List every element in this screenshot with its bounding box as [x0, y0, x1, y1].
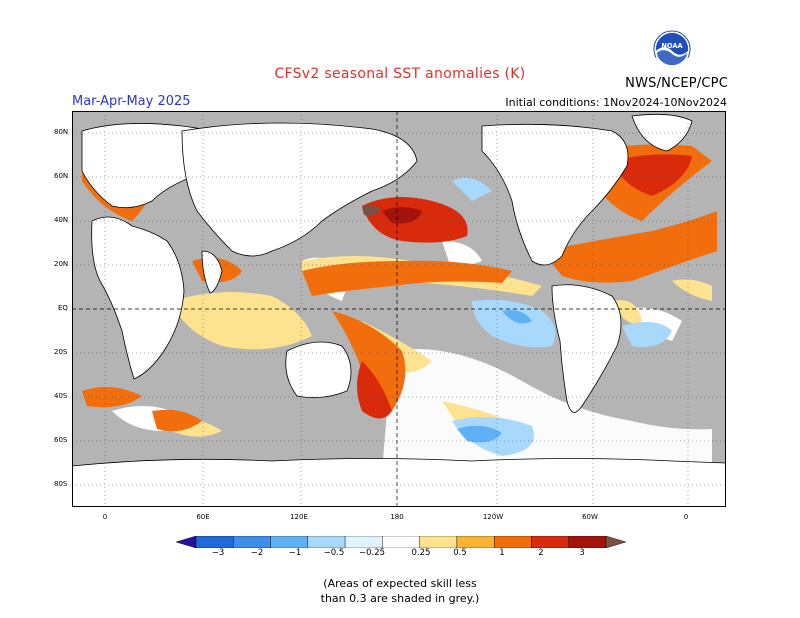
- lat-label: 20S: [54, 348, 68, 356]
- lat-label: 40S: [54, 392, 68, 400]
- initial-conditions-label: Initial conditions: 1Nov2024-10Nov2024: [505, 96, 727, 109]
- lon-label: 0: [683, 513, 689, 521]
- colorbar-tick: −2: [250, 548, 264, 558]
- lat-label: 60S: [54, 436, 68, 444]
- colorbar-low-arrow: [176, 536, 197, 548]
- season-label: Mar-Apr-May 2025: [72, 94, 191, 109]
- colorbar-cell: [568, 536, 607, 548]
- lon-label: 120W: [482, 513, 504, 521]
- anomaly-above-3: [362, 205, 382, 216]
- svg-text:NOAA: NOAA: [661, 42, 683, 50]
- colorbar-tick: −0.25: [358, 548, 386, 558]
- footnote-line: than 0.3 are shaded in grey.): [320, 592, 480, 605]
- colorbar-cell: [456, 536, 495, 548]
- map-title: CFSv2 seasonal SST anomalies (K): [274, 66, 526, 82]
- colorbar-cell: [307, 536, 346, 548]
- land-masses: [72, 113, 726, 507]
- lat-label: 40N: [54, 216, 69, 224]
- colorbar-tick: 2: [538, 548, 544, 558]
- lon-label: 120E: [290, 513, 308, 521]
- colorbar-cell: [531, 536, 569, 548]
- lat-label: 20N: [54, 260, 69, 268]
- colorbar-cell: [382, 536, 420, 548]
- lon-label: 60E: [196, 513, 210, 521]
- colorbar-cell: [419, 536, 458, 548]
- lon-label: 60W: [582, 513, 598, 521]
- colorbar-cell: [493, 536, 532, 548]
- colorbar-tick: −0.5: [323, 548, 345, 558]
- equator-dateline: [72, 111, 726, 507]
- anomaly-2-3: [382, 207, 422, 224]
- colorbar-cell: [344, 536, 383, 548]
- footnote-line: (Areas of expected skill less: [323, 577, 477, 590]
- colorbar-tick: 3: [579, 548, 585, 558]
- agency-label: NWS/NCEP/CPC: [625, 76, 728, 91]
- colorbar-high-arrow: [605, 536, 626, 548]
- colorbar-cell: [195, 536, 234, 548]
- colorbar-cell: [270, 536, 309, 548]
- lat-label: 60N: [54, 172, 69, 180]
- lon-label: 180: [390, 513, 404, 521]
- colorbar-tick: −3: [211, 548, 225, 558]
- colorbar-tick: 0.5: [453, 548, 467, 558]
- colorbar-cell: [233, 536, 271, 548]
- lat-label: 80N: [54, 128, 69, 136]
- anomaly-neg-0p5-1: [457, 310, 532, 443]
- graticule: [72, 111, 726, 507]
- colorbar-tick: −1: [288, 548, 302, 558]
- colorbar: [176, 536, 626, 548]
- colorbar-tick: 1: [499, 548, 505, 558]
- noaa-logo-icon: NOAA: [653, 30, 691, 68]
- colorbar-tick: 0.25: [411, 548, 431, 558]
- lon-label: 0: [102, 513, 108, 521]
- lat-label: 80S: [54, 480, 68, 488]
- sst-anomaly-map: [72, 111, 726, 507]
- lat-label: EQ: [58, 304, 68, 312]
- skill-footnote: (Areas of expected skill less than 0.3 a…: [0, 576, 800, 606]
